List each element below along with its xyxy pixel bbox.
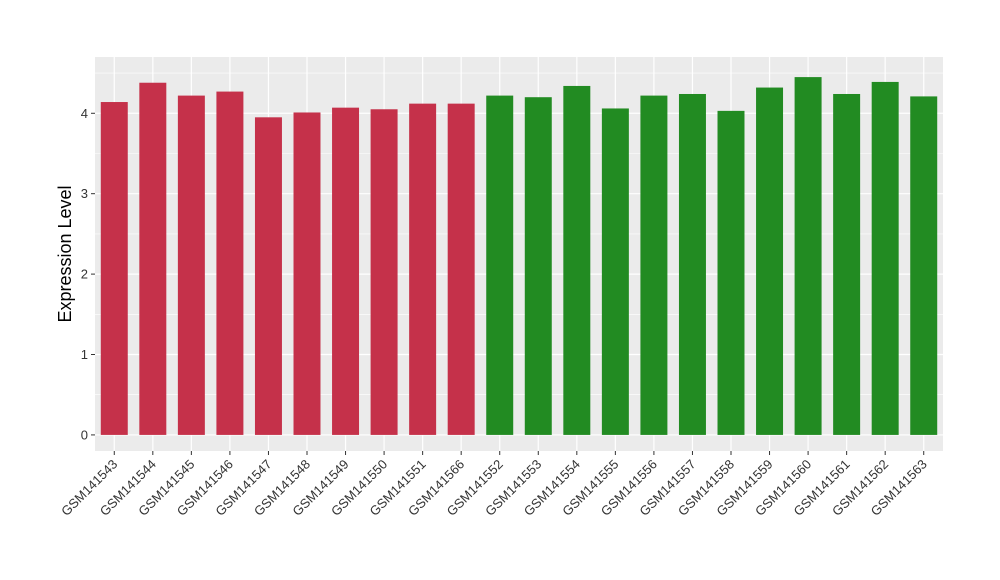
bar <box>563 86 590 435</box>
bar <box>371 109 398 435</box>
bar <box>833 94 860 435</box>
bar <box>255 117 282 435</box>
y-axis: 0 1 2 3 4 <box>81 106 95 443</box>
bar <box>448 104 475 435</box>
bar <box>602 108 629 434</box>
bar <box>486 96 513 435</box>
bar <box>178 96 205 435</box>
y-tick-label: 0 <box>81 427 88 442</box>
bar <box>679 94 706 435</box>
y-tick-label: 1 <box>81 347 88 362</box>
bar <box>910 96 937 435</box>
bar <box>409 104 436 435</box>
bar <box>216 92 243 435</box>
y-tick-label: 2 <box>81 267 88 282</box>
bar <box>332 108 359 435</box>
bar <box>718 111 745 435</box>
y-axis-title: Expression Level <box>55 185 75 322</box>
x-axis: GSM141543GSM141544GSM141545GSM141546GSM1… <box>58 451 930 519</box>
bar <box>872 82 899 435</box>
bar <box>139 83 166 435</box>
bar <box>756 88 783 435</box>
y-tick-label: 3 <box>81 186 88 201</box>
bar <box>101 102 128 435</box>
bar <box>795 77 822 435</box>
bar <box>525 97 552 435</box>
bar <box>640 96 667 435</box>
y-tick-label: 4 <box>81 106 88 121</box>
bar <box>294 112 321 434</box>
